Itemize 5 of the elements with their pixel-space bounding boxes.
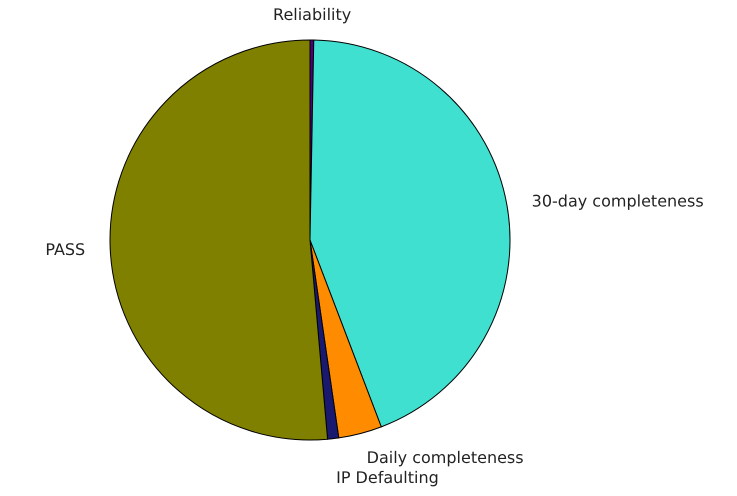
- slice-label: IP Defaulting: [336, 468, 439, 487]
- slice-label: 30-day completeness: [532, 191, 704, 210]
- slice-label: Daily completeness: [366, 448, 524, 467]
- slice-label: Reliability: [273, 5, 352, 24]
- slice-label: PASS: [45, 240, 86, 259]
